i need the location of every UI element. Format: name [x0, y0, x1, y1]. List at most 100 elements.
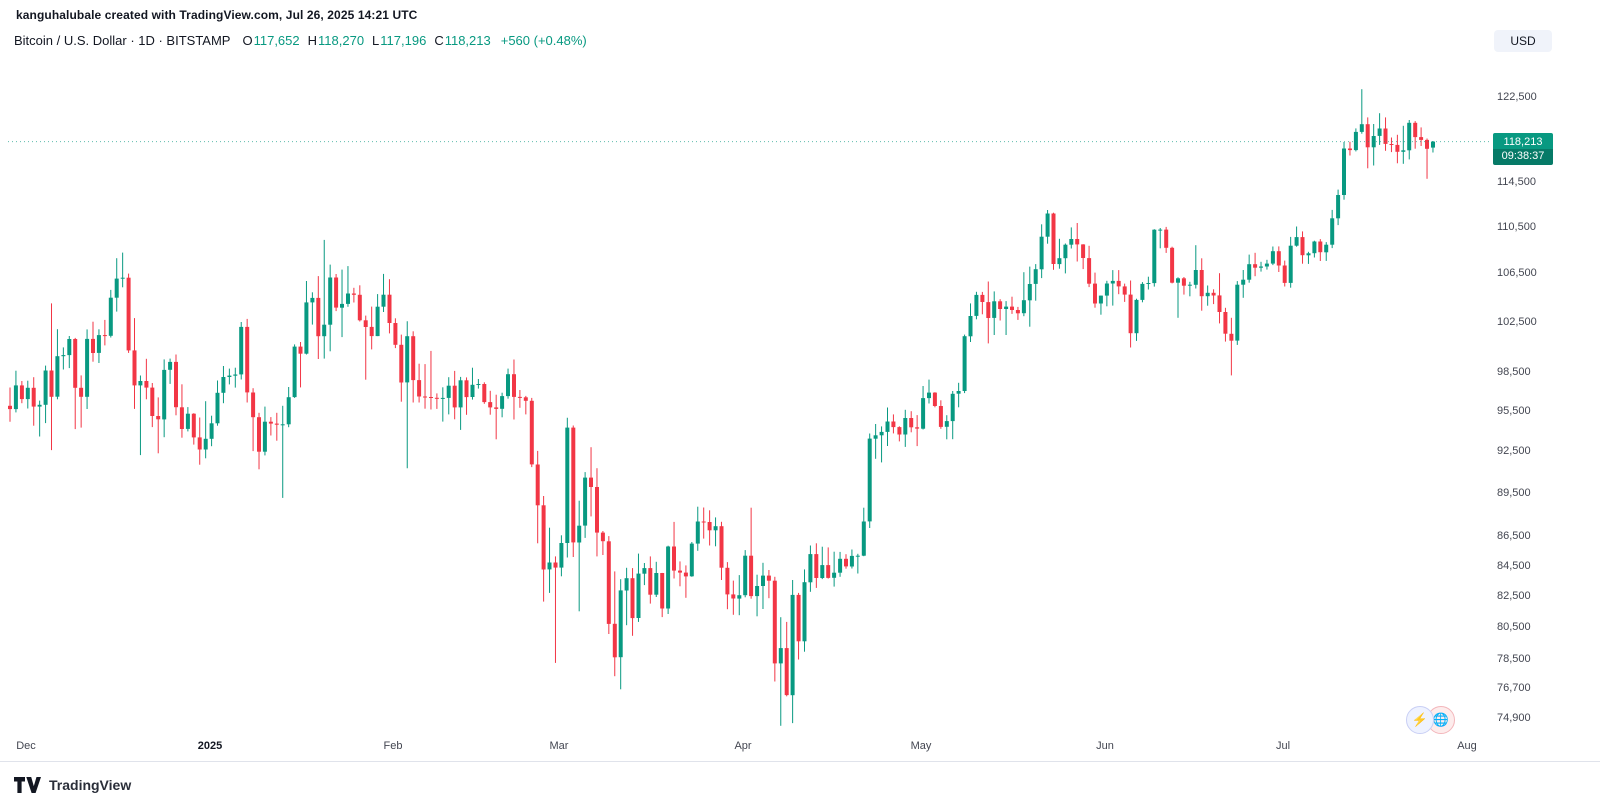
candle-up	[861, 521, 866, 556]
candle-down	[351, 293, 356, 295]
candle-down	[417, 380, 422, 397]
candle-down	[482, 384, 487, 403]
candle-down	[464, 380, 469, 398]
candle-up	[968, 316, 973, 337]
price-tick-label: 89,500	[1497, 487, 1531, 499]
candle-up	[642, 568, 647, 574]
candle-up	[304, 302, 309, 354]
price-tick-label: 106,500	[1497, 267, 1537, 279]
candle-up	[855, 555, 860, 557]
candle-up	[506, 374, 510, 397]
candle-up	[695, 521, 700, 544]
candle-down	[429, 397, 433, 398]
candle-up	[1324, 244, 1329, 253]
time-tick-aug: Aug	[1457, 740, 1477, 752]
price-tick-label: 74,900	[1497, 712, 1531, 724]
ohlc-low-label: L	[372, 33, 380, 48]
candle-down	[191, 413, 196, 438]
tradingview-logo-icon[interactable]	[14, 777, 41, 793]
candle-down	[144, 381, 149, 388]
candle-up	[1134, 299, 1139, 334]
candlestick-chart-pane[interactable]	[0, 0, 1600, 760]
candle-up	[666, 546, 671, 609]
candle-down	[772, 580, 777, 664]
bar-close-countdown: 09:38:37	[1493, 149, 1553, 165]
candle-up	[470, 384, 475, 397]
candle-down	[571, 427, 576, 543]
candle-up	[168, 361, 173, 370]
candle-up	[405, 336, 410, 383]
candle-down	[334, 277, 339, 308]
symbol-header: Bitcoin / U.S. Dollar · 1D · BITSTAMP O …	[14, 33, 587, 51]
ohlc-high-label: H	[307, 33, 318, 48]
price-axis[interactable]: 122,500 114,500 110,500 106,500 102,500 98,50…	[1490, 0, 1600, 760]
candle-down	[826, 565, 831, 578]
candle-down	[980, 294, 985, 302]
candle-up	[950, 393, 955, 422]
candle-up	[921, 398, 926, 429]
candle-down	[1010, 306, 1014, 310]
candle-up	[1288, 245, 1293, 283]
candle-up	[500, 396, 505, 409]
candle-up	[96, 335, 101, 353]
candle-up	[1235, 284, 1240, 341]
candle-up	[1241, 279, 1246, 285]
candle-up	[808, 554, 813, 583]
candle-down	[1425, 139, 1429, 149]
candle-down	[274, 423, 279, 425]
tradingview-brand[interactable]: TradingView	[49, 777, 132, 793]
candle-down	[126, 277, 131, 351]
candle-up	[108, 297, 113, 336]
candle-up	[1259, 266, 1263, 268]
candle-down	[541, 505, 546, 570]
ohlc-high: H 118,270	[308, 33, 364, 48]
candle-up	[802, 582, 807, 642]
symbol-title[interactable]: Bitcoin / U.S. Dollar · 1D · BITSTAMP	[14, 33, 231, 48]
candle-down	[1419, 137, 1424, 140]
reactions-cluster: ⚡ 🌐	[1406, 706, 1455, 734]
candle-up	[328, 277, 333, 325]
candle-up	[1104, 283, 1109, 296]
price-tick-label: 98,500	[1497, 366, 1531, 378]
currency-usd-button[interactable]: USD	[1494, 30, 1552, 52]
candle-up	[944, 421, 949, 427]
candle-down	[179, 407, 184, 429]
candle-down	[606, 541, 611, 624]
candle-down	[423, 396, 427, 398]
candle-up	[85, 338, 90, 397]
candle-down	[399, 344, 404, 383]
price-tick-label: 95,500	[1497, 405, 1531, 417]
time-axis[interactable]: Dec 2025 Feb Mar Apr May Jun Jul Aug	[0, 740, 1600, 758]
candle-down	[678, 570, 682, 573]
candle-up	[1359, 124, 1364, 132]
candle-up	[476, 384, 481, 385]
candle-up	[138, 381, 143, 386]
candle-up	[25, 387, 30, 400]
ohlc-high-value: 118,270	[318, 33, 365, 48]
candle-down	[150, 387, 155, 416]
candle-down	[393, 323, 398, 345]
candle-up	[340, 303, 344, 308]
price-tick-label: 80,500	[1497, 621, 1531, 633]
candle-down	[1211, 292, 1216, 296]
candle-up	[547, 562, 552, 570]
lightning-reaction-icon[interactable]: ⚡	[1406, 706, 1434, 734]
candle-up	[381, 294, 386, 307]
candle-down	[1276, 251, 1281, 266]
candle-up	[1021, 300, 1026, 314]
candle-up	[292, 346, 297, 398]
candle-down	[1093, 283, 1097, 304]
candle-up	[1193, 270, 1198, 285]
candle-up	[162, 369, 167, 420]
candle-down	[766, 575, 771, 581]
candle-down	[932, 392, 937, 406]
candle-down	[660, 573, 665, 609]
candle-up	[583, 477, 588, 526]
candle-up	[1158, 229, 1163, 231]
candle-down	[1253, 264, 1258, 268]
candle-down	[897, 427, 902, 435]
candle-down	[998, 301, 1003, 309]
candle-down	[1300, 237, 1305, 256]
candle-up	[1401, 150, 1406, 152]
candle-up	[1140, 283, 1145, 300]
